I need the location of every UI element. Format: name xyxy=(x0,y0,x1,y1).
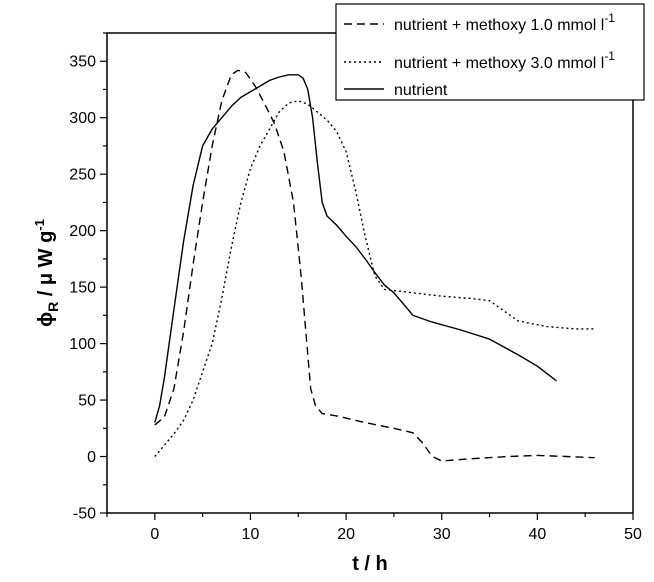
legend-label-text: nutrient + methoxy 3.0 mmol l xyxy=(394,55,604,72)
x-tick-label: 0 xyxy=(150,526,159,543)
legend-label-text: nutrient xyxy=(394,82,448,99)
x-tick-label: 20 xyxy=(337,526,355,543)
legend-label: nutrient + methoxy 1.0 mmol l-1 xyxy=(394,11,615,34)
y-axis-title: ϕR / μ W g-1 xyxy=(32,219,61,327)
plot-area-frame xyxy=(106,32,634,514)
series-line-methoxy-3-0 xyxy=(154,100,595,457)
legend-label-superscript: -1 xyxy=(604,49,615,63)
y-axis-title-units: / μ W g xyxy=(35,231,57,302)
legend-label: nutrient xyxy=(394,82,448,99)
series-line-nutrient xyxy=(154,74,557,423)
legend-label-text: nutrient + methoxy 1.0 mmol l xyxy=(394,17,604,34)
legend: nutrient + methoxy 1.0 mmol l-1nutrient … xyxy=(335,3,645,101)
y-tick-label: 250 xyxy=(69,167,96,184)
x-axis: 0 10 20 30 40 50 xyxy=(106,513,642,543)
y-axis-title-symbol: ϕ xyxy=(35,312,57,327)
legend-box xyxy=(335,3,645,101)
y-tick-label: 350 xyxy=(69,54,96,71)
y-axis: -50 0 50 100 150 200 250 300 350 xyxy=(69,32,107,523)
x-tick-label: 50 xyxy=(624,526,642,543)
series-line-methoxy-1-0 xyxy=(154,69,595,462)
x-tick-label: 30 xyxy=(433,526,451,543)
legend-label: nutrient + methoxy 3.0 mmol l-1 xyxy=(394,49,615,72)
y-tick-label: 200 xyxy=(69,223,96,240)
y-axis-title-superscript: -1 xyxy=(32,219,47,231)
y-axis-title-subscript: R xyxy=(45,302,61,312)
legend-label-superscript: -1 xyxy=(604,11,615,25)
y-tick-label: 50 xyxy=(78,393,96,410)
y-tick-label: 150 xyxy=(69,280,96,297)
series-layer xyxy=(154,69,595,462)
y-tick-label: 300 xyxy=(69,110,96,127)
x-tick-label: 10 xyxy=(242,526,260,543)
y-tick-label: 0 xyxy=(87,449,96,466)
y-tick-label: -50 xyxy=(73,506,96,523)
x-axis-title: t / h xyxy=(352,553,388,575)
y-tick-label: 100 xyxy=(69,336,96,353)
x-tick-label: 40 xyxy=(528,526,546,543)
